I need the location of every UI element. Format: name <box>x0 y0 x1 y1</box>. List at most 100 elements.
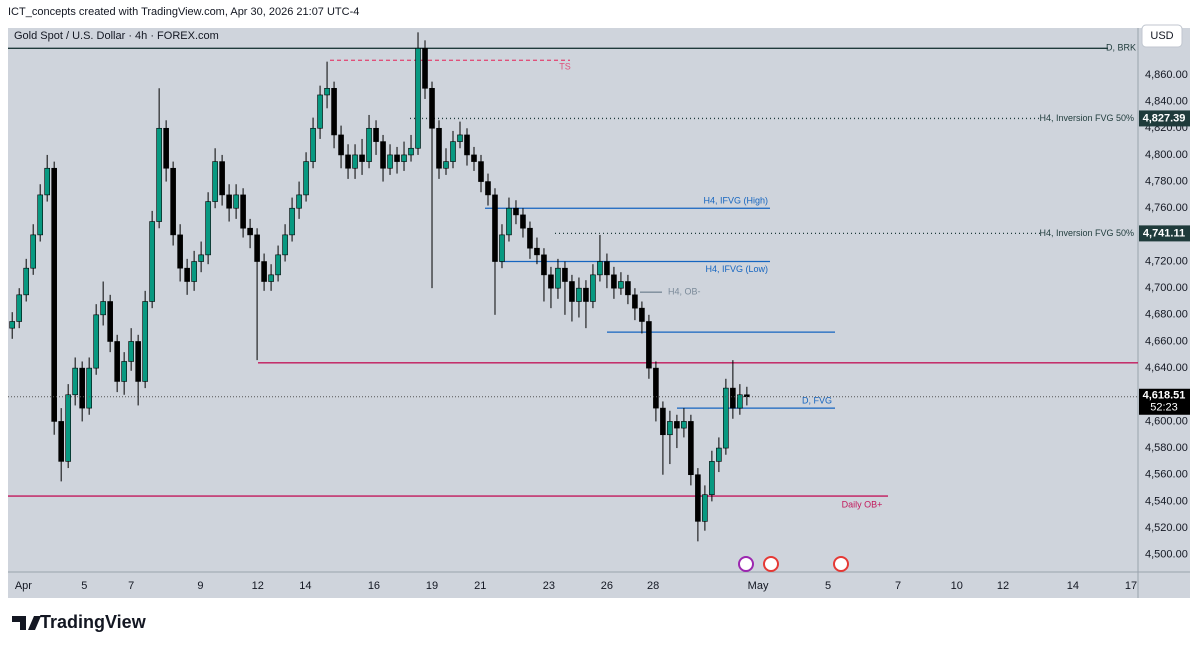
attribution: ICT_concepts created with TradingView.co… <box>8 6 359 18</box>
logo-mark <box>12 616 41 630</box>
candle-body <box>478 161 484 182</box>
candle-body <box>44 167 50 196</box>
candle-body <box>310 127 316 162</box>
candle-body <box>51 167 57 422</box>
candle-body <box>86 367 92 409</box>
candle-body <box>107 301 113 342</box>
candle-body <box>65 394 71 462</box>
x-tick-label: 28 <box>647 580 659 592</box>
y-tick-label: 4,580.00 <box>1145 442 1188 454</box>
candle-body <box>268 274 274 282</box>
candle-body <box>422 48 428 89</box>
candle-body <box>394 154 400 162</box>
candle-body <box>254 234 260 262</box>
y-tick-label: 4,520.00 <box>1145 522 1188 534</box>
level-label: H4, Inversion FVG 50% <box>1039 113 1134 123</box>
candle-body <box>219 161 225 196</box>
candle-body <box>541 254 547 276</box>
candle-body <box>737 394 743 409</box>
candle-body <box>380 141 386 169</box>
logo: TradingView <box>12 612 147 632</box>
candle-body <box>562 267 568 282</box>
candle-body <box>149 221 155 302</box>
candle-body <box>93 314 99 369</box>
candle-body <box>681 421 687 429</box>
candle-body <box>709 461 715 496</box>
x-tick-label: 26 <box>601 580 613 592</box>
candle-body <box>450 141 456 162</box>
candle-body <box>184 267 190 282</box>
price-tag-label: 4,827.39 <box>1143 112 1186 124</box>
level-label: TS <box>559 62 571 72</box>
x-tick-label: 7 <box>895 580 901 592</box>
candle-body <box>569 281 575 302</box>
candle-body <box>30 234 36 269</box>
candle-body <box>261 261 267 282</box>
event-icon[interactable] <box>738 556 754 572</box>
candle-body <box>632 294 638 309</box>
candle-body <box>58 421 64 462</box>
y-tick-label: 4,500.00 <box>1145 549 1188 561</box>
y-tick-label: 4,700.00 <box>1145 282 1188 294</box>
candle-body <box>373 127 379 142</box>
candle-body <box>345 154 351 169</box>
candle-body <box>590 274 596 302</box>
time-axis <box>8 572 1190 598</box>
candle-body <box>135 341 141 382</box>
candle-body <box>163 127 169 169</box>
candle-body <box>205 201 211 256</box>
y-tick-label: 4,560.00 <box>1145 469 1188 481</box>
level-label: H4, Inversion FVG 50% <box>1039 228 1134 238</box>
candle-body <box>436 127 442 169</box>
event-icon[interactable] <box>833 556 849 572</box>
candle-body <box>534 247 540 256</box>
level-label: D, FVG <box>802 395 832 405</box>
event-icon[interactable] <box>763 556 779 572</box>
candle-body <box>674 421 680 429</box>
x-tick-label: 7 <box>128 580 134 592</box>
level-label: Daily OB+ <box>842 499 883 509</box>
candle-body <box>317 94 323 129</box>
candle-body <box>457 134 463 142</box>
candle-body <box>667 421 673 436</box>
candle-body <box>646 321 652 369</box>
candle-body <box>527 227 533 249</box>
x-tick-label: May <box>748 580 769 592</box>
candle-body <box>72 367 78 396</box>
x-tick-label: 12 <box>252 580 264 592</box>
x-tick-label: 10 <box>951 580 963 592</box>
price-tag <box>1139 225 1190 242</box>
y-tick-label: 4,720.00 <box>1145 255 1188 267</box>
candle-body <box>128 341 134 362</box>
candle-body <box>240 194 246 229</box>
currency-button[interactable] <box>1141 24 1183 48</box>
price-tag <box>1139 110 1190 127</box>
candle-body <box>282 234 288 256</box>
candle-body <box>331 87 337 136</box>
candle-body <box>716 447 722 462</box>
symbol-title: Gold Spot / U.S. Dollar · 4h · FOREX.com <box>14 30 219 42</box>
y-tick-label: 4,680.00 <box>1145 309 1188 321</box>
currency[interactable]: USD <box>1150 30 1173 42</box>
candle-body <box>499 234 505 262</box>
candle-body <box>233 194 239 209</box>
y-tick-label: 4,660.00 <box>1145 335 1188 347</box>
candle-body <box>653 367 659 409</box>
price-tag-label: 4,741.11 <box>1143 227 1185 239</box>
candle-body <box>366 127 372 162</box>
candle-body <box>23 267 29 296</box>
countdown: 52:23 <box>1150 402 1178 414</box>
candle-body <box>401 154 407 162</box>
candle-body <box>100 301 106 316</box>
x-tick-label: 9 <box>197 580 203 592</box>
candle-body <box>625 281 631 296</box>
candle-body <box>289 207 295 236</box>
x-tick-label: 19 <box>426 580 438 592</box>
candle-body <box>597 261 603 276</box>
candle-body <box>170 167 176 236</box>
candle-body <box>618 281 624 289</box>
candle-body <box>226 194 232 209</box>
y-tick-label: 4,540.00 <box>1145 495 1188 507</box>
